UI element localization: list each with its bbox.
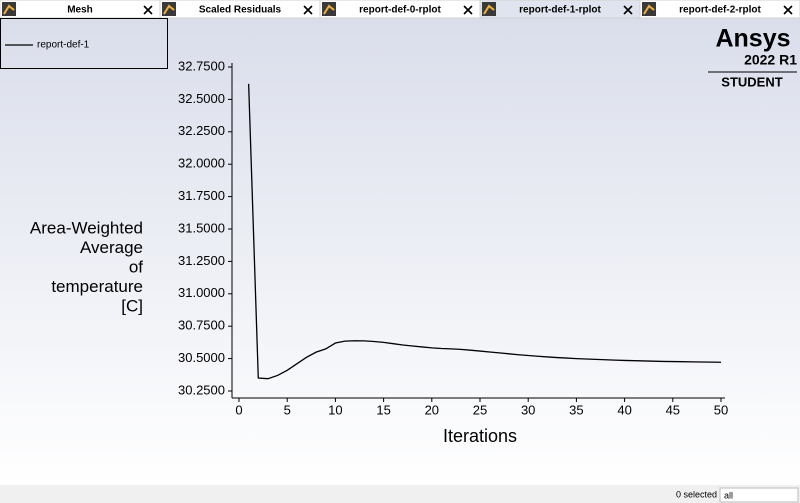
tab-icon-mark [483,4,495,15]
tab-label: Scaled Residuals [199,5,282,16]
filter-box[interactable] [719,487,799,503]
tab-close[interactable] [783,5,793,15]
y-tick-label: 32.5000 [178,91,225,106]
y-tick-label: 30.7500 [178,318,225,333]
y-axis-title: Average [80,238,143,257]
chart: 30.2500 30.5000 30.7500 31.0000 31.2500 31.50… [0,18,728,446]
series-line [247,83,722,380]
y-tick-label: 32.0000 [178,156,225,171]
x-tick-label: 45 [666,402,680,417]
x-tick-label: 40 [617,402,631,417]
y-tick-label: 30.2500 [178,382,225,397]
y-tick-label: 32.2500 [178,123,225,138]
x-tick-label: 25 [473,402,487,417]
tab-icon-mark [643,4,655,15]
legend-box [0,18,168,69]
y-tick-label: 32.7500 [178,58,225,73]
y-tick-label: 31.7500 [178,188,225,203]
status-bar [0,485,800,503]
y-axis-title: Area-Weighted [30,218,143,237]
x-tick-label: 20 [425,402,439,417]
x-tick-label: 0 [235,402,242,417]
tab-label: report-def-1-rplot [519,5,601,16]
tab-label: report-def-2-rplot [679,5,761,16]
tab[interactable] [639,0,800,19]
x-tick-label: 35 [569,402,583,417]
logo-brand: Ansys [715,25,790,53]
tab-label: Mesh [67,5,93,16]
tab-label: report-def-0-rplot [359,5,441,16]
y-tick-label: 31.0000 [178,285,225,300]
tab-close[interactable] [623,5,633,15]
tab-icon-mark [323,4,335,15]
plot-background [0,18,800,485]
tab-icon-mark [3,4,15,15]
y-axis-title: temperature [51,277,143,296]
tab-icon-mark [163,4,175,15]
x-tick-label: 50 [714,402,728,417]
tab-close[interactable] [463,5,473,15]
x-tick-label: 30 [521,402,535,417]
tab-close[interactable] [303,5,313,15]
y-tick-label: 31.2500 [178,253,225,268]
x-axis-title: Iterations [443,426,517,446]
x-tick-label: 5 [284,402,291,417]
x-tick-label: 10 [328,402,342,417]
tab-bar: Mesh Scaled Residuals report-def-0-rplot re… [0,0,800,19]
logo-edition: STUDENT [721,74,782,89]
logo-version: 2022 R1 [744,52,797,68]
tab-close[interactable] [143,5,153,15]
selection-count: 0 selected [676,489,717,499]
x-tick-label: 15 [376,402,390,417]
y-axis-title: of [129,257,143,276]
legend-label: report-def-1 [37,40,90,51]
y-tick-label: 31.5000 [178,220,225,235]
filter-text: all [724,490,733,500]
y-tick-label: 30.5000 [178,350,225,365]
y-axis-title: [C] [121,296,143,315]
